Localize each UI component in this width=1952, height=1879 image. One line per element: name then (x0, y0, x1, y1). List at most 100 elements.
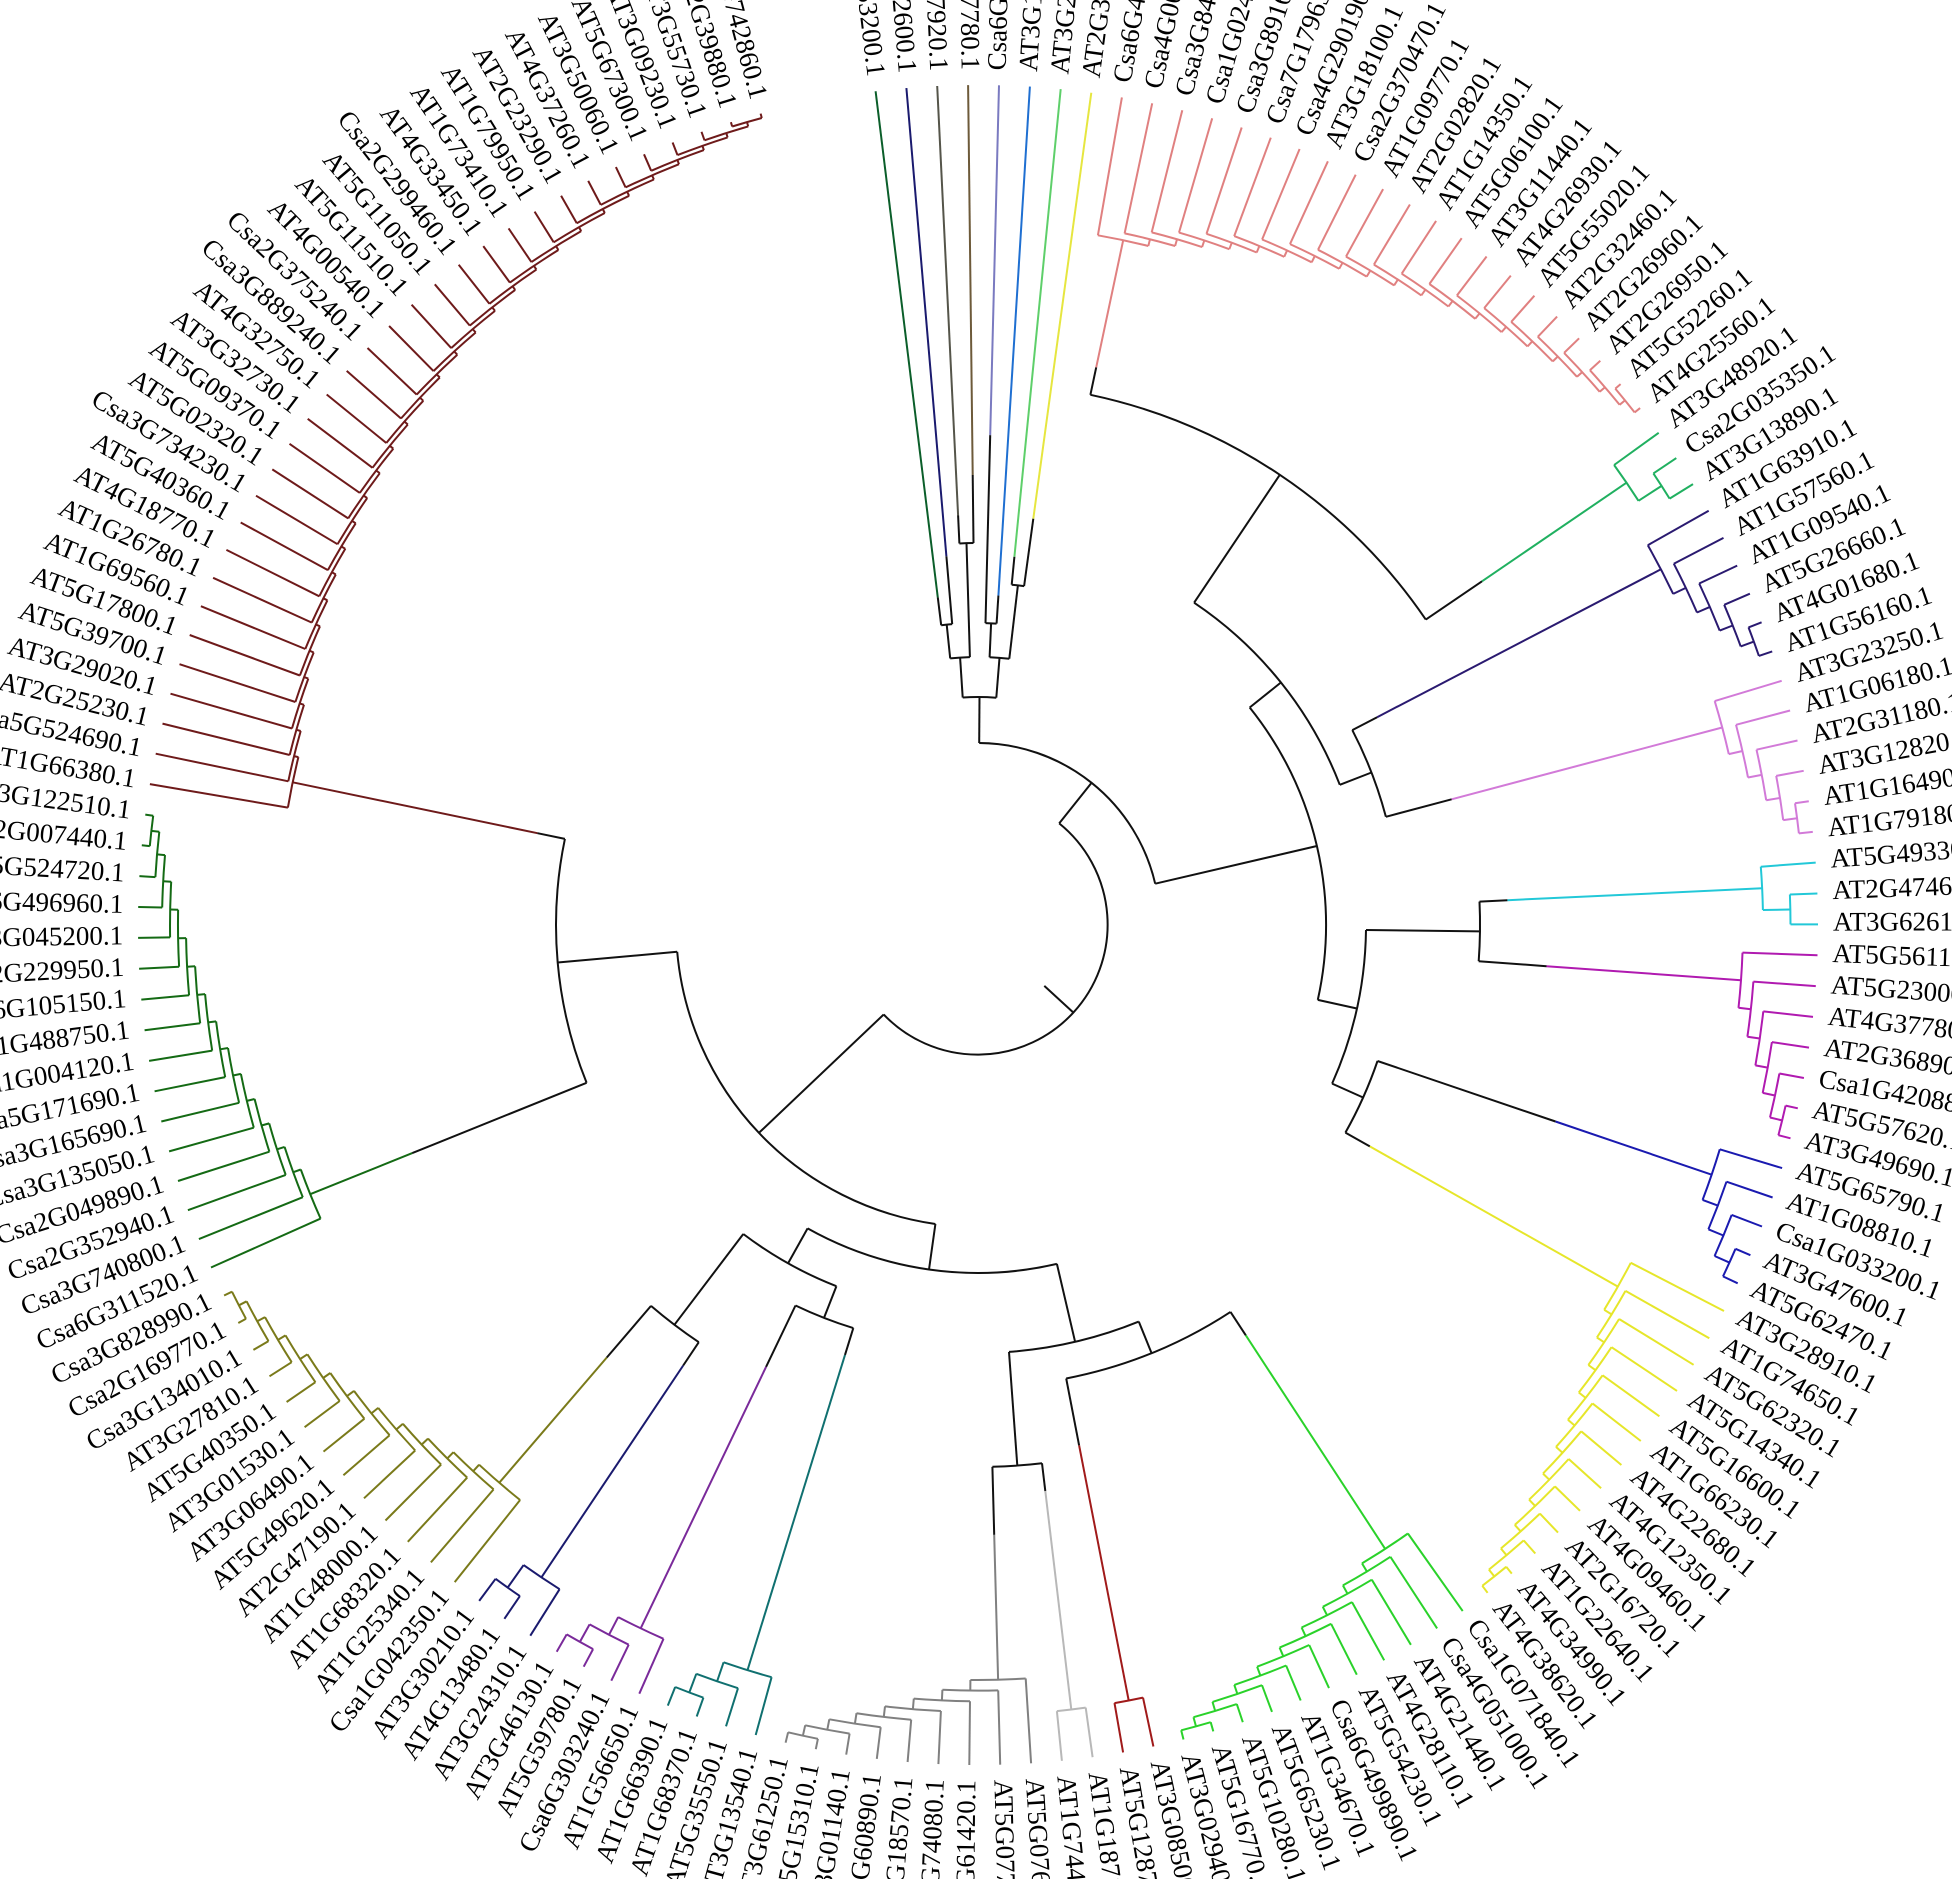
leaf-branch (1602, 1374, 1660, 1418)
leaf-branch (1763, 1010, 1814, 1018)
clade-arc (239, 1073, 255, 1128)
leaf-branch (1233, 1684, 1239, 1695)
leaf-branch (1613, 431, 1660, 466)
backbone-branch (1154, 845, 1318, 885)
clade-stem (967, 85, 974, 476)
backbone-arc (1008, 1320, 1140, 1353)
leaf-branch (1180, 1730, 1185, 1740)
clade-arc (1373, 263, 1422, 297)
backbone-branch (988, 623, 993, 658)
leaf-branch (587, 180, 602, 206)
leaf-branch (1510, 295, 1536, 323)
leaf-branch (219, 1047, 229, 1051)
leaf-branch (1735, 1247, 1751, 1257)
leaf-branch (1578, 1391, 1587, 1399)
clade-arc (913, 1697, 971, 1703)
backbone-branch (991, 1466, 996, 1535)
leaf-branch (363, 1449, 416, 1500)
clade-stem (1032, 92, 1093, 519)
leaf-branch (1283, 249, 1289, 258)
leaf-branch (1637, 485, 1663, 502)
leaf-branch (1618, 1318, 1695, 1366)
backbone-branch (1089, 367, 1098, 396)
leaf-branch (1747, 1035, 1760, 1040)
leaf-branch (968, 1701, 971, 1766)
leaf-branch (1096, 97, 1123, 236)
clade-arc (1603, 1262, 1632, 1311)
leaf-branch (1400, 220, 1437, 275)
leaf-branch (1278, 1647, 1285, 1657)
leaf-branch (695, 1697, 705, 1717)
leaf-branch (1719, 1148, 1783, 1170)
leaf-branch (1722, 1275, 1739, 1285)
leaf-branch (139, 875, 156, 879)
leaf-branch (1201, 240, 1206, 248)
leaf-branch (1567, 1419, 1576, 1427)
clade-arc (1212, 1684, 1263, 1703)
clade-stem (1244, 1334, 1387, 1550)
leaf-branch (261, 1122, 270, 1127)
backbone-branch (945, 556, 954, 625)
leaf-branch (1192, 1716, 1197, 1727)
backbone-branch (1229, 1311, 1247, 1336)
leaf-label: Csa6G496960.1 (0, 885, 124, 919)
backbone-branch (1008, 585, 1019, 659)
leaf-branch (138, 906, 163, 909)
leaf-label: AT3G53200.1 (843, 0, 892, 78)
leaf-branch (148, 1049, 213, 1062)
leaf-branch (676, 159, 680, 165)
clade-arc (856, 1712, 912, 1721)
leaf-branch (1123, 103, 1154, 234)
backbone-branch (411, 1081, 587, 1155)
leaf-branch (225, 549, 320, 598)
leaf-branch (362, 494, 368, 499)
clade-stem (936, 85, 960, 516)
clade-arc (1563, 352, 1601, 393)
clade-arc (310, 574, 337, 624)
clade-stem (1451, 726, 1723, 801)
clade-arc (1761, 1041, 1773, 1094)
clade-arc (294, 652, 315, 703)
leaf-branch (503, 1595, 521, 1620)
clade-stem (1376, 568, 1662, 719)
leaf-branch (614, 166, 627, 188)
leaf-branch (1740, 640, 1755, 648)
clade-arc (329, 1372, 366, 1420)
leaf-branch (1539, 1512, 1559, 1534)
leaf-branch (1289, 160, 1329, 245)
leaf-branch (1719, 624, 1734, 632)
clade-arc (176, 909, 181, 967)
clade-arc (1646, 544, 1675, 595)
backbone-branch (1008, 1351, 1019, 1466)
leaf-branch (155, 752, 289, 783)
clade-arc (1596, 1290, 1627, 1339)
leaf-branch (1735, 709, 1791, 726)
leaf-branch (223, 1290, 233, 1297)
clade-stem (540, 1364, 685, 1578)
leaf-branch (420, 1437, 429, 1446)
clade-arc (304, 599, 329, 650)
leaf-branch (326, 393, 387, 444)
backbone-branch (1137, 1321, 1153, 1354)
leaf-branch (1228, 242, 1233, 250)
leaf-branch (1783, 817, 1798, 822)
leaf-branch (238, 1300, 248, 1307)
leaf-branch (853, 1713, 858, 1724)
leaf-branch (1778, 1134, 1791, 1140)
backbone-branch (673, 1233, 745, 1326)
clade-arc (1481, 1566, 1507, 1587)
leaf-branch (533, 265, 538, 271)
leaf-branch (197, 993, 206, 996)
leaf-branch (1610, 1346, 1678, 1392)
leaf-branch (232, 1072, 242, 1077)
leaf-branch (1696, 605, 1711, 614)
leaf-branch (746, 121, 750, 127)
clade-arc (161, 855, 166, 908)
clade-arc (1614, 387, 1636, 414)
backbone-arc (1248, 706, 1327, 1001)
leaf-branch (688, 1673, 698, 1693)
leaf-branch (141, 844, 150, 848)
clade-arc (942, 1688, 999, 1692)
leaf-branch (277, 1334, 287, 1341)
